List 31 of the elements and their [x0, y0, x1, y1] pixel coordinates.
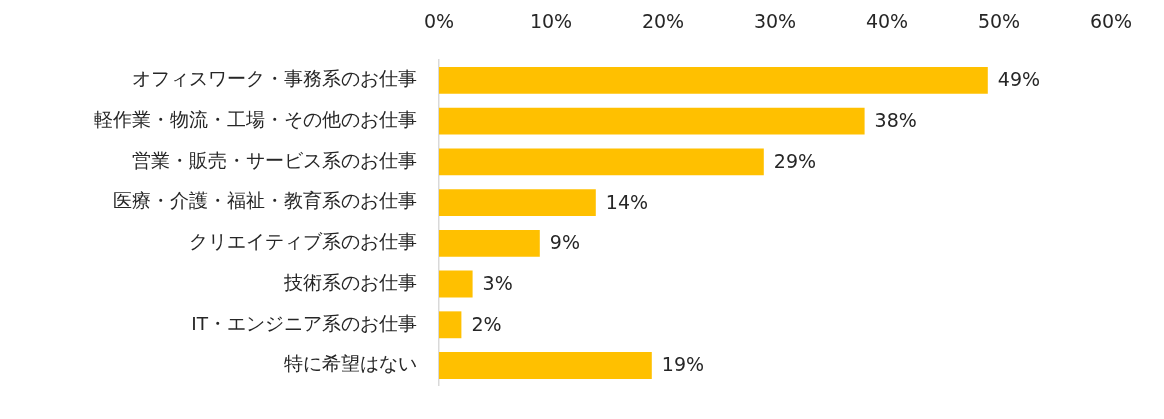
data-label: 49%: [997, 68, 1041, 91]
x-tick-label: 50%: [977, 9, 1021, 32]
bar: [439, 270, 473, 298]
data-label: 38%: [874, 109, 917, 132]
data-label: 19%: [661, 353, 705, 376]
x-tick-label: 40%: [865, 9, 909, 32]
y-tick-label: 技術系のお仕事: [283, 271, 417, 293]
bar: [439, 66, 988, 94]
bar: [439, 107, 865, 135]
data-label: 9%: [549, 231, 580, 254]
bar: [439, 311, 462, 339]
bar: [439, 352, 652, 379]
x-tick-label: 10%: [529, 9, 573, 32]
y-tick-label: クリエイティブ系のお仕事: [189, 231, 417, 253]
data-label: 14%: [605, 190, 649, 213]
data-label: 3%: [482, 271, 513, 294]
y-tick-label: 医療・介護・福祉・教育系のお仕事: [113, 190, 417, 212]
y-tick-label: 特に希望はない: [284, 353, 417, 375]
y-tick-label: IT・エンジニア系のお仕事: [191, 312, 417, 334]
x-tick-label: 20%: [641, 9, 685, 32]
y-tick-label: 営業・販売・サービス系のお仕事: [132, 149, 417, 171]
bar: [439, 148, 764, 176]
x-tick-label: 30%: [753, 9, 797, 32]
bar: [439, 189, 596, 217]
y-tick-label: 軽作業・物流・工場・その他のお仕事: [94, 108, 417, 130]
data-label: 29%: [773, 149, 817, 172]
bar: [439, 229, 540, 257]
x-tick-label: 60%: [1089, 9, 1133, 32]
x-tick-label: 0%: [423, 9, 455, 32]
data-label: 2%: [471, 312, 502, 335]
y-tick-label: オフィスワーク・事務系のお仕事: [132, 68, 417, 90]
